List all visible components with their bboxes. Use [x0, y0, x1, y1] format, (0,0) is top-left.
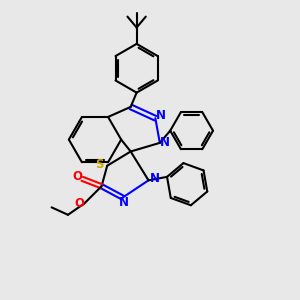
Text: O: O [75, 197, 85, 210]
Text: N: N [156, 109, 166, 122]
Text: O: O [72, 170, 82, 183]
Text: N: N [119, 196, 129, 209]
Text: S: S [94, 158, 103, 171]
Text: N: N [150, 172, 160, 185]
Text: N: N [160, 136, 170, 149]
